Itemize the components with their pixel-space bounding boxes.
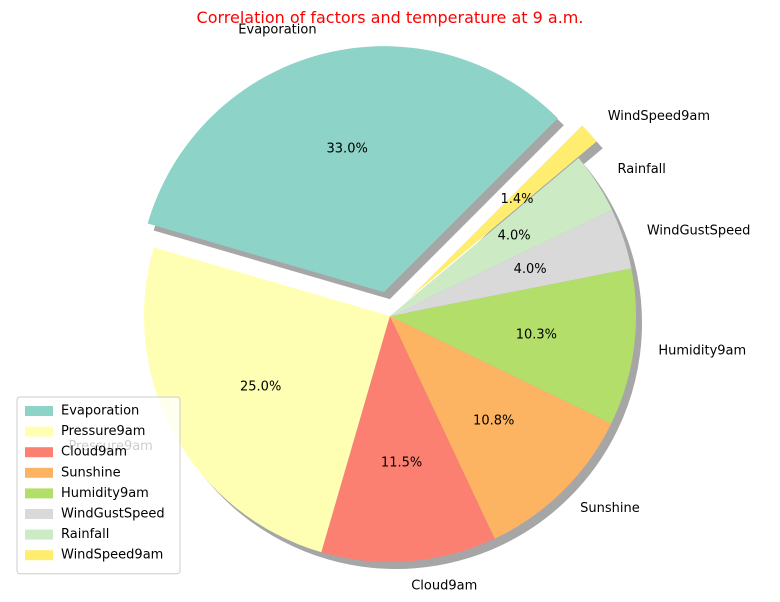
legend-swatch-cloud9am — [25, 447, 53, 458]
slice-cloud9am — [321, 316, 495, 562]
legend-label-sunshine: Sunshine — [61, 465, 121, 480]
slice-evaporation — [147, 46, 558, 293]
legend-label-rainfall: Rainfall — [61, 527, 109, 542]
legend-box — [16, 396, 181, 575]
legend-swatch-evaporation — [25, 406, 53, 416]
legend-swatch-humidity9am — [25, 488, 53, 499]
legend-label-cloud9am: Cloud9am — [61, 445, 127, 460]
chart-title: Correlation of factors and temperature a… — [197, 8, 584, 27]
pct-label-cloud9am: 11.5% — [381, 456, 422, 471]
slice-label-cloud9am: Cloud9am — [411, 578, 477, 593]
slice-pressure9am — [144, 247, 390, 553]
pct-label-evaporation: 33.0% — [327, 142, 368, 157]
slice-windgustspeed — [390, 209, 632, 316]
slice-label-rainfall: Rainfall — [618, 162, 666, 177]
legend-swatch-rainfall — [25, 529, 53, 540]
legend: Evaporation Pressure9am Cloud9am Sunshine Hu… — [16, 396, 181, 575]
pct-label-pressure9am: 25.0% — [240, 380, 281, 395]
legend-label-evaporation: Evaporation — [61, 404, 139, 419]
legend-swatch-windgustspeed — [25, 509, 53, 519]
slice-windspeed9am — [408, 125, 597, 300]
pct-label-sunshine: 10.8% — [473, 414, 514, 429]
percentage-labels: 33.0% 25.0% 11.5% 10.8% 10.3% 4.0% 4.0% 1.4% — [240, 142, 557, 471]
slice-label-humidity9am: Humidity9am — [658, 343, 746, 358]
slice-rainfall — [390, 158, 612, 316]
pie-slices — [144, 46, 636, 562]
legend-label-windgustspeed: WindGustSpeed — [61, 507, 165, 522]
pct-label-humidity9am: 10.3% — [516, 327, 557, 342]
slice-humidity9am — [390, 268, 636, 424]
pct-label-windspeed9am: 1.4% — [500, 192, 533, 207]
legend-swatch-sunshine — [25, 467, 53, 478]
pct-label-rainfall: 4.0% — [498, 229, 531, 244]
legend-swatch-windspeed9am — [25, 550, 53, 561]
slice-sunshine — [390, 316, 612, 539]
legend-label-humidity9am: Humidity9am — [61, 486, 149, 501]
legend-label-windspeed9am: WindSpeed9am — [61, 548, 163, 563]
pct-label-windgustspeed: 4.0% — [514, 262, 547, 277]
slice-label-evaporation: Evaporation — [238, 23, 316, 38]
slice-label-sunshine: Sunshine — [580, 501, 640, 516]
legend-swatch-pressure9am — [25, 426, 53, 437]
slice-label-windgustspeed: WindGustSpeed — [647, 223, 751, 238]
legend-label-pressure9am: Pressure9am — [61, 424, 145, 439]
slice-label-windspeed9am: WindSpeed9am — [608, 109, 710, 124]
